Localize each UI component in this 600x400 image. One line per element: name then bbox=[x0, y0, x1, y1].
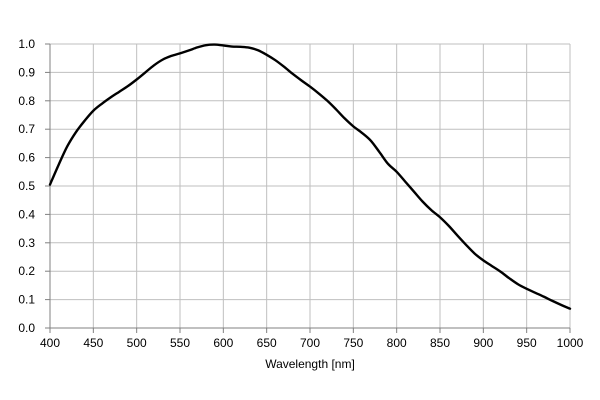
y-tick-label: 0.1 bbox=[18, 293, 35, 307]
x-tick-label: 850 bbox=[430, 336, 450, 350]
y-tick-label: 0.7 bbox=[18, 122, 35, 136]
y-tick-label: 0.2 bbox=[18, 264, 35, 278]
x-tick-label: 650 bbox=[257, 336, 277, 350]
y-tick-label: 0.4 bbox=[18, 207, 35, 221]
y-tick-label: 0.6 bbox=[18, 151, 35, 165]
y-tick-label: 0.3 bbox=[18, 236, 35, 250]
series-line-0 bbox=[48, 43, 572, 310]
y-tick-label: 0.5 bbox=[18, 179, 35, 193]
x-tick-label: 900 bbox=[473, 336, 493, 350]
x-tick-label: 450 bbox=[83, 336, 103, 350]
x-tick-label: 600 bbox=[213, 336, 233, 350]
x-tick-label: 550 bbox=[170, 336, 190, 350]
series-layer bbox=[48, 43, 572, 310]
x-axis-title: Wavelength [nm] bbox=[265, 357, 355, 371]
x-tick-label: 1000 bbox=[557, 336, 584, 350]
tick-labels: 400 450 500 550 600 650 700 750 800 850 900 950 1000… bbox=[18, 37, 583, 350]
x-tick-label: 400 bbox=[40, 336, 60, 350]
axes bbox=[45, 43, 571, 333]
y-tick-label: 1.0 bbox=[18, 37, 35, 51]
x-tick-label: 950 bbox=[517, 336, 537, 350]
y-tick-label: 0.0 bbox=[18, 321, 35, 335]
y-tick-label: 0.8 bbox=[18, 94, 35, 108]
x-tick-label: 500 bbox=[127, 336, 147, 350]
x-tick-label: 700 bbox=[300, 336, 320, 350]
x-tick-label: 750 bbox=[343, 336, 363, 350]
x-tick-label: 800 bbox=[387, 336, 407, 350]
y-tick-label: 0.9 bbox=[18, 65, 35, 79]
